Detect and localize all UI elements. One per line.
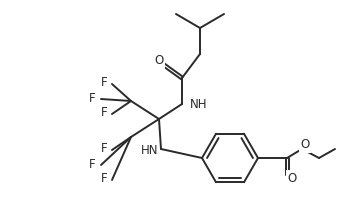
Text: HN: HN	[140, 143, 158, 157]
Text: F: F	[89, 91, 96, 105]
Text: O: O	[300, 138, 310, 151]
Text: F: F	[100, 76, 107, 89]
Text: NH: NH	[190, 99, 207, 112]
Text: F: F	[100, 107, 107, 120]
Text: O: O	[154, 54, 164, 68]
Text: F: F	[100, 142, 107, 155]
Text: F: F	[89, 157, 96, 171]
Text: O: O	[287, 171, 297, 184]
Text: F: F	[100, 173, 107, 186]
